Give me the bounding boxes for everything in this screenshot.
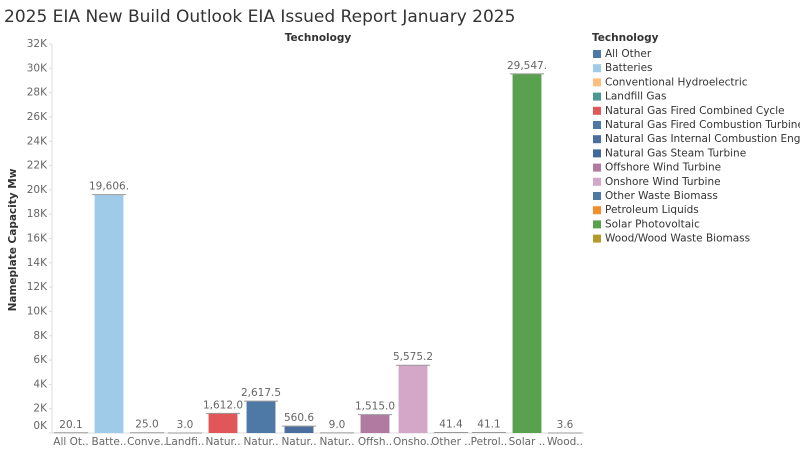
legend-label: Natural Gas Internal Combustion Engine [605, 133, 800, 145]
value-label: 25.0 [135, 419, 158, 431]
value-label: 19,606. [89, 181, 129, 193]
value-label: 41.1 [477, 419, 500, 431]
legend-label: Other Waste Biomass [605, 190, 718, 202]
bar [208, 413, 238, 433]
legend-swatch [593, 135, 601, 144]
y-tick-label: 6K [33, 354, 48, 366]
legend-label: Wood/Wood Waste Biomass [605, 233, 750, 245]
bar [398, 365, 428, 433]
legend-label: Natural Gas Fired Combustion Turbine [605, 119, 800, 131]
x-tick-label: Wood.. [547, 436, 583, 448]
legend-label: Petroleum Liquids [605, 204, 699, 216]
x-tick-label: Landfi.. [166, 436, 205, 448]
y-tick-label: 8K [33, 330, 48, 342]
value-label: 9.0 [329, 419, 346, 431]
legend-swatch [593, 177, 601, 186]
legend-label: Natural Gas Fired Combined Cycle [605, 105, 785, 117]
bar [246, 401, 276, 433]
y-axis-label: Nameplate Capacity Mw [7, 168, 19, 311]
x-tick-label: Solar .. [509, 436, 546, 448]
legend-swatch [593, 234, 601, 243]
bar [284, 426, 314, 433]
bar [512, 73, 542, 434]
y-tick-label: 10K [27, 305, 48, 317]
legend-swatch [593, 121, 601, 129]
legend-swatch [593, 206, 601, 215]
legend-swatch [593, 106, 601, 115]
legend-label: Onshore Wind Turbine [605, 176, 721, 188]
x-tick-label: Conve.. [127, 436, 167, 448]
value-label: 560.6 [284, 412, 314, 424]
legend-label: Offshore Wind Turbine [605, 162, 721, 174]
x-tick-label: Other .. [431, 436, 471, 448]
legend-title: Technology [592, 32, 659, 44]
y-tick-label: 26K [27, 111, 48, 123]
column-header: Technology [285, 32, 352, 44]
y-tick-label: 18K [27, 208, 48, 220]
value-label: 1,612.0 [203, 399, 243, 411]
x-tick-label: Onsho.. [393, 436, 433, 448]
legend-swatch [593, 149, 601, 158]
legend-label: Landfill Gas [605, 91, 666, 103]
y-tick-label: 28K [27, 87, 48, 99]
x-tick-label: Natur.. [243, 436, 278, 448]
x-tick-label: All Ot.. [53, 436, 88, 448]
legend-swatch [593, 64, 601, 73]
y-tick-label: 16K [27, 233, 48, 245]
legend-swatch [593, 78, 601, 87]
y-tick-label: 24K [27, 135, 48, 147]
legend-label: Conventional Hydroelectric [605, 76, 748, 88]
bar [360, 414, 390, 433]
x-tick-label: Natur.. [281, 436, 316, 448]
y-tick-label: 0K [33, 420, 48, 432]
y-tick-label: 22K [27, 160, 48, 172]
bar [94, 194, 124, 433]
legend-swatch [593, 50, 601, 58]
y-tick-label: 12K [27, 281, 48, 293]
legend-swatch [593, 163, 601, 172]
value-label: 20.1 [59, 419, 82, 431]
y-tick-label: 32K [27, 38, 48, 50]
x-tick-label: Offsh.. [358, 436, 392, 448]
y-tick-label: 20K [27, 184, 48, 196]
y-tick-label: 30K [27, 62, 48, 74]
legend-label: All Other [605, 48, 652, 60]
y-tick-label: 4K [33, 378, 48, 390]
value-label: 5,575.2 [393, 351, 433, 363]
value-label: 3.6 [557, 419, 574, 431]
value-label: 2,617.5 [241, 387, 281, 399]
legend-swatch [593, 92, 601, 101]
value-label: 3.0 [177, 419, 194, 431]
y-tick-label: 2K [33, 403, 48, 415]
x-tick-label: Natur.. [319, 436, 354, 448]
legend-label: Natural Gas Steam Turbine [605, 147, 746, 159]
value-label: 1,515.0 [355, 401, 395, 413]
legend-label: Batteries [605, 62, 653, 74]
value-label: 29,547. [507, 60, 547, 72]
legend-label: Solar Photovoltaic [605, 218, 700, 230]
x-tick-label: Batte.. [91, 436, 126, 448]
legend-swatch [593, 220, 601, 229]
x-tick-label: Petrol.. [471, 436, 508, 448]
y-tick-label: 14K [27, 257, 48, 269]
x-tick-label: Natur.. [205, 436, 240, 448]
value-label: 41.4 [439, 418, 463, 430]
chart-title: 2025 EIA New Build Outlook EIA Issued Re… [4, 7, 515, 27]
legend-swatch [593, 192, 601, 200]
